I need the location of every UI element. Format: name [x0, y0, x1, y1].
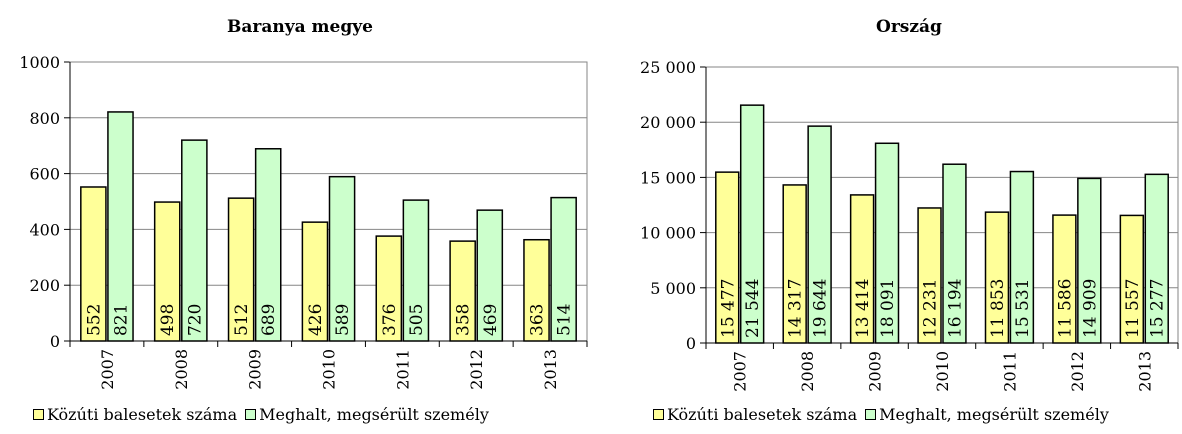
x-tick-label: 2009 [866, 351, 885, 392]
bar-series1 [523, 238, 550, 342]
y-tick-label: 600 [29, 165, 60, 184]
data-label: 426 [306, 304, 326, 336]
y-tick-label: 800 [29, 109, 60, 128]
data-label: 358 [454, 304, 474, 336]
y-tick-label: 25 000 [640, 58, 696, 77]
legend-swatch-series2 [245, 409, 257, 420]
x-tick-label: 2012 [1068, 351, 1087, 392]
data-label: 14 909 [1080, 279, 1100, 338]
data-label: 11 557 [1123, 279, 1143, 338]
data-label: 13 414 [853, 279, 873, 338]
x-tick-label: 2007 [98, 349, 117, 390]
data-label: 363 [528, 304, 548, 336]
y-tick-label: 0 [686, 334, 696, 353]
legend-item-series1: Közúti balesetek száma [33, 405, 237, 424]
data-label: 11 853 [988, 279, 1008, 338]
y-tick-label: 0 [50, 332, 60, 351]
data-label: 16 194 [945, 279, 965, 338]
data-label: 514 [555, 304, 575, 336]
data-label: 15 477 [718, 279, 738, 338]
legend-orszag: Közúti balesetek száma Meghalt, megsérül… [653, 405, 1117, 424]
x-tick-label: 2008 [798, 351, 817, 392]
plot-area [705, 66, 1179, 344]
bar-series2 [107, 111, 134, 342]
x-tick-label: 2007 [731, 351, 750, 392]
legend-label-series2: Meghalt, megsérült személy [879, 405, 1109, 424]
data-label: 11 586 [1055, 279, 1075, 338]
data-label: 469 [481, 304, 501, 336]
data-label: 498 [158, 304, 178, 336]
data-label: 18 091 [878, 279, 898, 338]
data-label: 821 [111, 304, 131, 336]
chart-title: Ország [876, 17, 942, 37]
bar-series2 [550, 196, 577, 342]
y-tick-label: 15 000 [640, 168, 696, 187]
x-tick-label: 2010 [933, 351, 952, 392]
data-label: 505 [407, 304, 427, 336]
y-tick-label: 1000 [19, 53, 60, 72]
y-tick-label: 400 [29, 220, 60, 239]
bar-series2 [181, 139, 208, 342]
data-label: 15 277 [1148, 279, 1168, 338]
x-tick-label: 2012 [467, 349, 486, 390]
x-tick-label: 2009 [246, 349, 265, 390]
data-label: 15 531 [1013, 279, 1033, 338]
data-label: 589 [333, 304, 353, 336]
legend-swatch-series1 [653, 409, 664, 420]
bar-series1 [449, 240, 476, 342]
chart-panel-baranya: Baranya megye 0 200 400 600 800 1000 552 821 2007… [19, 17, 588, 424]
legend-baranya: Közúti balesetek száma Meghalt, megsérül… [33, 405, 497, 424]
bar-series2 [328, 175, 356, 342]
x-tick-label: 2010 [320, 349, 339, 390]
legend-label-series2: Meghalt, megsérült személy [259, 405, 489, 424]
bar-series1 [301, 221, 329, 342]
data-label: 376 [380, 304, 400, 336]
data-label: 19 644 [811, 279, 831, 338]
chart-panel-orszag: Ország 0 5 000 10 000 15 000 20 000 25 000 15 4… [591, 0, 1182, 434]
data-label: 689 [259, 304, 279, 336]
chart-title: Baranya megye [227, 17, 373, 37]
legend-swatch-series1 [33, 409, 44, 420]
x-tick-label: 2011 [393, 349, 412, 390]
plot-area [69, 61, 588, 342]
chart-baranya: Baranya megye 0 200 400 600 800 1000 552 821 2007… [19, 17, 588, 390]
data-label: 21 544 [743, 279, 763, 338]
data-label: 512 [232, 304, 252, 336]
data-label: 14 317 [786, 279, 806, 338]
y-tick-label: 10 000 [640, 224, 696, 243]
x-tick-label: 2013 [541, 349, 560, 390]
bar-series1 [227, 197, 255, 342]
x-tick-label: 2013 [1135, 351, 1154, 392]
chart-orszag: Ország 0 5 000 10 000 15 000 20 000 25 000 15 4… [640, 17, 1179, 392]
y-tick-label: 200 [29, 276, 60, 295]
x-tick-label: 2011 [1000, 351, 1019, 392]
legend-item-series2: Meghalt, megsérült személy [865, 405, 1109, 424]
y-tick-label: 20 000 [640, 113, 696, 132]
data-label: 12 231 [921, 279, 941, 338]
data-label: 552 [84, 304, 104, 336]
y-tick-label: 5 000 [650, 279, 696, 298]
legend-item-series1: Közúti balesetek száma [653, 405, 857, 424]
data-label: 720 [185, 304, 205, 336]
bar-series2 [476, 209, 504, 342]
legend-label-series1: Közúti balesetek száma [667, 405, 858, 424]
legend-label-series1: Közúti balesetek száma [47, 405, 238, 424]
bar-series1 [80, 186, 107, 342]
legend-item-series2: Meghalt, megsérült személy [245, 405, 489, 424]
x-tick-label: 2008 [172, 349, 191, 390]
legend-swatch-series2 [865, 409, 877, 420]
